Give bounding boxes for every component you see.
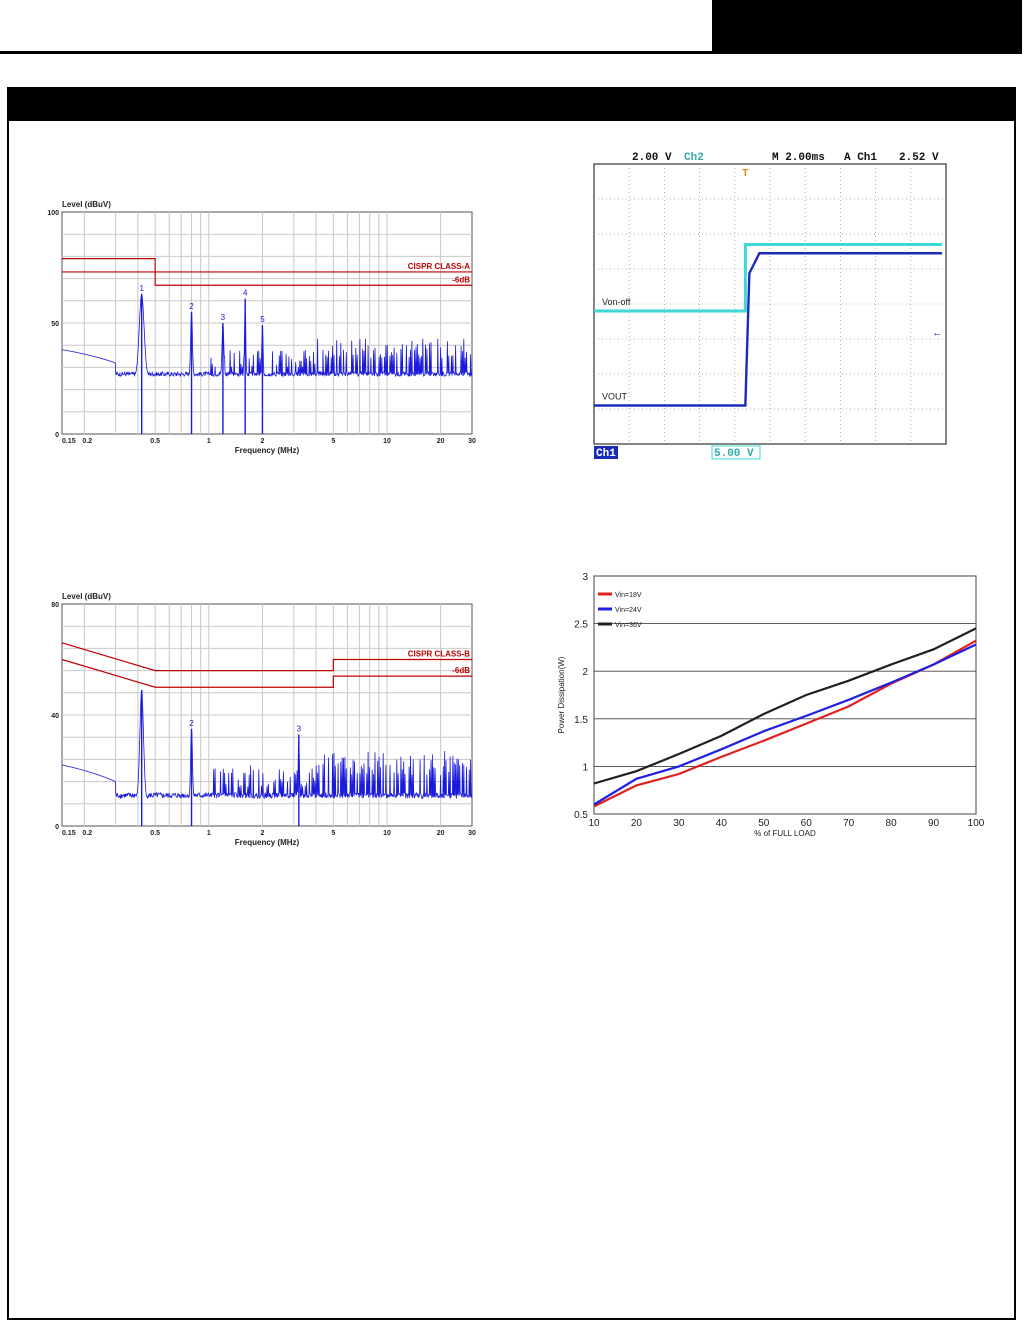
- limit-label: CISPR CLASS-A: [408, 262, 470, 271]
- ch2-label: Ch2: [684, 152, 704, 164]
- von-off-label: Von-off: [602, 297, 631, 307]
- x-tick-label: 30: [468, 830, 476, 837]
- trigger-level-arrow: ←: [932, 327, 943, 339]
- x-axis-title: % of FULL LOAD: [754, 829, 816, 838]
- x-tick-label: 0.2: [82, 438, 92, 445]
- peak-label: 3: [221, 313, 226, 322]
- trigger-level: 2.52 V: [899, 152, 939, 164]
- limit-line: [61, 642, 472, 672]
- ch1-trace: [594, 252, 942, 407]
- x-tick-label: 1: [207, 830, 211, 837]
- y-tick-label: 2.5: [574, 620, 588, 631]
- x-tick-label: 0.2: [82, 830, 92, 837]
- y-tick-label: 50: [51, 321, 59, 328]
- x-axis-title: Frequency (MHz): [235, 838, 300, 847]
- limit-line: [62, 271, 472, 286]
- ch1-scale: 2.00 V: [632, 152, 672, 164]
- y-tick-label: 0: [55, 824, 59, 831]
- x-tick-label: 10: [383, 830, 391, 837]
- y-axis-title: Level (dBuV): [62, 592, 111, 601]
- x-tick-label: 80: [886, 818, 898, 829]
- series-line: [593, 643, 977, 806]
- x-tick-label: 100: [968, 818, 985, 829]
- x-tick-label: 10: [588, 818, 600, 829]
- x-tick-label: 2: [260, 830, 264, 837]
- x-tick-label: 0.5: [150, 830, 160, 837]
- peak-label: 3: [297, 724, 302, 733]
- trigger-marker: T: [742, 168, 748, 179]
- ch1-badge: [594, 446, 618, 459]
- vout-label: VOUT: [602, 392, 628, 402]
- x-tick-label: 50: [758, 818, 770, 829]
- series-line: [593, 627, 977, 785]
- peak-label: 2: [189, 302, 194, 311]
- x-axis-title: Frequency (MHz): [235, 446, 300, 455]
- x-tick-label: 0.5: [150, 438, 160, 445]
- y-tick-label: 80: [51, 602, 59, 609]
- x-tick-label: 20: [437, 438, 445, 445]
- header-rule: [0, 51, 1022, 54]
- emi-class-b-chart: CISPR CLASS-B -6dB 2 3 Level (dBuV) 0 40 80 0.15…: [51, 592, 476, 847]
- x-tick-label: 70: [843, 818, 855, 829]
- x-tick-label: 5: [331, 438, 335, 445]
- peak-label: 2: [189, 719, 194, 728]
- x-tick-label: 2: [260, 438, 264, 445]
- y-axis-title: Level (dBuV): [62, 200, 111, 209]
- section-bar: [7, 87, 1016, 121]
- y-tick-label: 3: [582, 572, 588, 583]
- spectrum-trace: [61, 292, 473, 378]
- x-tick-label: 0.15: [62, 830, 76, 837]
- header-tab: [712, 0, 1022, 52]
- y-tick-label: 1.5: [574, 715, 588, 726]
- x-tick-label: 90: [928, 818, 940, 829]
- trigger-source: A Ch1: [844, 152, 877, 164]
- limit-line: [61, 658, 472, 688]
- ch2-badge: [711, 445, 761, 460]
- power-dissipation-chart: 0.5 1 1.5 2 2.5 3 10 20 30 40 50 60 70 80 90 100 % of FU…: [557, 572, 985, 838]
- x-tick-label: 10: [383, 438, 391, 445]
- limit-line: [62, 258, 472, 273]
- legend-label: Vin=18V: [615, 592, 642, 599]
- limit-label: CISPR CLASS-B: [408, 650, 470, 659]
- peak-label: 4: [243, 289, 248, 298]
- x-tick-label: 0.15: [62, 438, 76, 445]
- spectrum-trace: [61, 690, 473, 800]
- x-tick-label: 60: [801, 818, 813, 829]
- y-tick-label: 40: [51, 713, 59, 720]
- legend-label: Vin=36V: [615, 622, 642, 629]
- x-tick-label: 20: [437, 830, 445, 837]
- peak-label: 5: [260, 315, 265, 324]
- y-axis-title: Power Dissipation(W): [557, 656, 566, 733]
- x-tick-label: 40: [716, 818, 728, 829]
- x-tick-label: 30: [673, 818, 685, 829]
- x-tick-label: 5: [331, 830, 335, 837]
- y-tick-label: 0.5: [574, 810, 588, 821]
- legend-label: Vin=24V: [615, 607, 642, 614]
- ch2-trace: [594, 243, 942, 313]
- ch1-label: Ch1: [596, 448, 616, 460]
- y-tick-label: 1: [582, 762, 588, 773]
- x-tick-label: 1: [207, 438, 211, 445]
- x-tick-label: 20: [631, 818, 643, 829]
- limit-label: -6dB: [452, 666, 470, 675]
- x-tick-label: 30: [468, 438, 476, 445]
- y-tick-label: 100: [47, 210, 59, 217]
- y-tick-label: 0: [55, 432, 59, 439]
- limit-label: -6dB: [452, 275, 470, 284]
- ch2-scale: 5.00 V: [714, 448, 754, 460]
- peak-label: 1: [139, 284, 144, 293]
- scope-capture: Von-off VOUT T ← Ch1 2.00 V Ch2 5.00 V M 2.00ms A…: [593, 152, 947, 460]
- timebase: M 2.00ms: [772, 152, 825, 164]
- y-tick-label: 2: [582, 667, 588, 678]
- plot-area: [593, 575, 977, 815]
